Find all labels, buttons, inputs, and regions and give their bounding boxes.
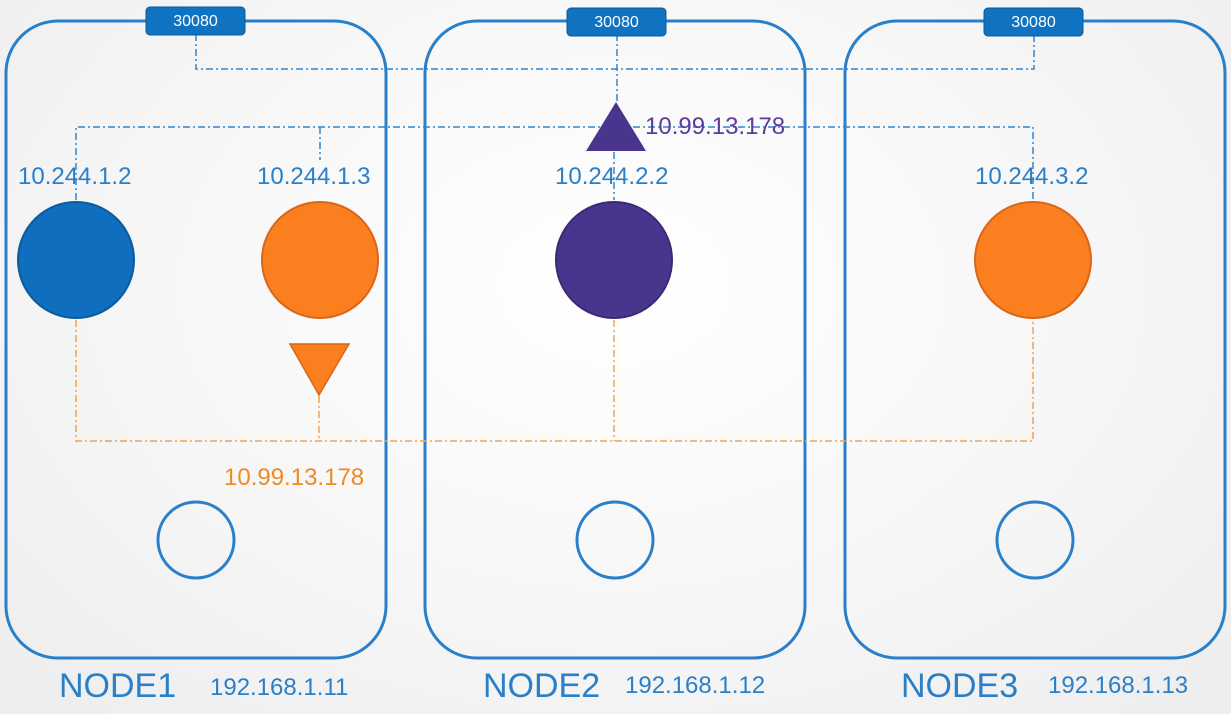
purple-service-lines	[75, 126, 1034, 200]
node3-box	[843, 19, 1227, 660]
node1-box	[4, 19, 388, 660]
pod-ip-10-244-2-2: 10.244.2.2	[555, 163, 668, 190]
pod-ip-10-244-1-3: 10.244.1.3	[257, 163, 370, 190]
pod-ip-10-244-3-2: 10.244.3.2	[975, 163, 1088, 190]
node1-name: NODE1	[59, 667, 176, 705]
node1-port[interactable]: 30080	[145, 6, 246, 36]
node2-ip: 192.168.1.12	[625, 672, 765, 699]
purple-service-ip: 10.99.13.178	[645, 113, 785, 140]
orange-service-lines	[75, 320, 1034, 442]
node3-port[interactable]: 30080	[983, 7, 1084, 37]
empty-slot-node3	[995, 500, 1075, 580]
triangle-up-icon[interactable]	[586, 102, 646, 151]
node2-port-label: 30080	[594, 14, 639, 31]
node3-name: NODE3	[901, 667, 1018, 705]
pod-purple[interactable]	[555, 201, 673, 319]
node2-name: NODE2	[483, 667, 600, 705]
pod-orange-node3[interactable]	[974, 201, 1092, 319]
node2-port[interactable]: 30080	[566, 7, 667, 37]
node3-port-label: 30080	[1011, 14, 1056, 31]
pod-orange-node1[interactable]	[261, 201, 379, 319]
pod-blue[interactable]	[17, 201, 135, 319]
nodeport-lines	[195, 34, 1035, 102]
triangle-down-icon[interactable]	[288, 343, 351, 397]
orange-service-ip: 10.99.13.178	[224, 464, 364, 491]
node1-ip: 192.168.1.11	[210, 674, 348, 701]
node3-ip: 192.168.1.13	[1048, 672, 1188, 699]
pod-ip-10-244-1-2: 10.244.1.2	[18, 163, 131, 190]
empty-slot-node2	[575, 500, 655, 580]
empty-slot-node1	[156, 500, 236, 580]
node1-port-label: 30080	[173, 13, 218, 30]
